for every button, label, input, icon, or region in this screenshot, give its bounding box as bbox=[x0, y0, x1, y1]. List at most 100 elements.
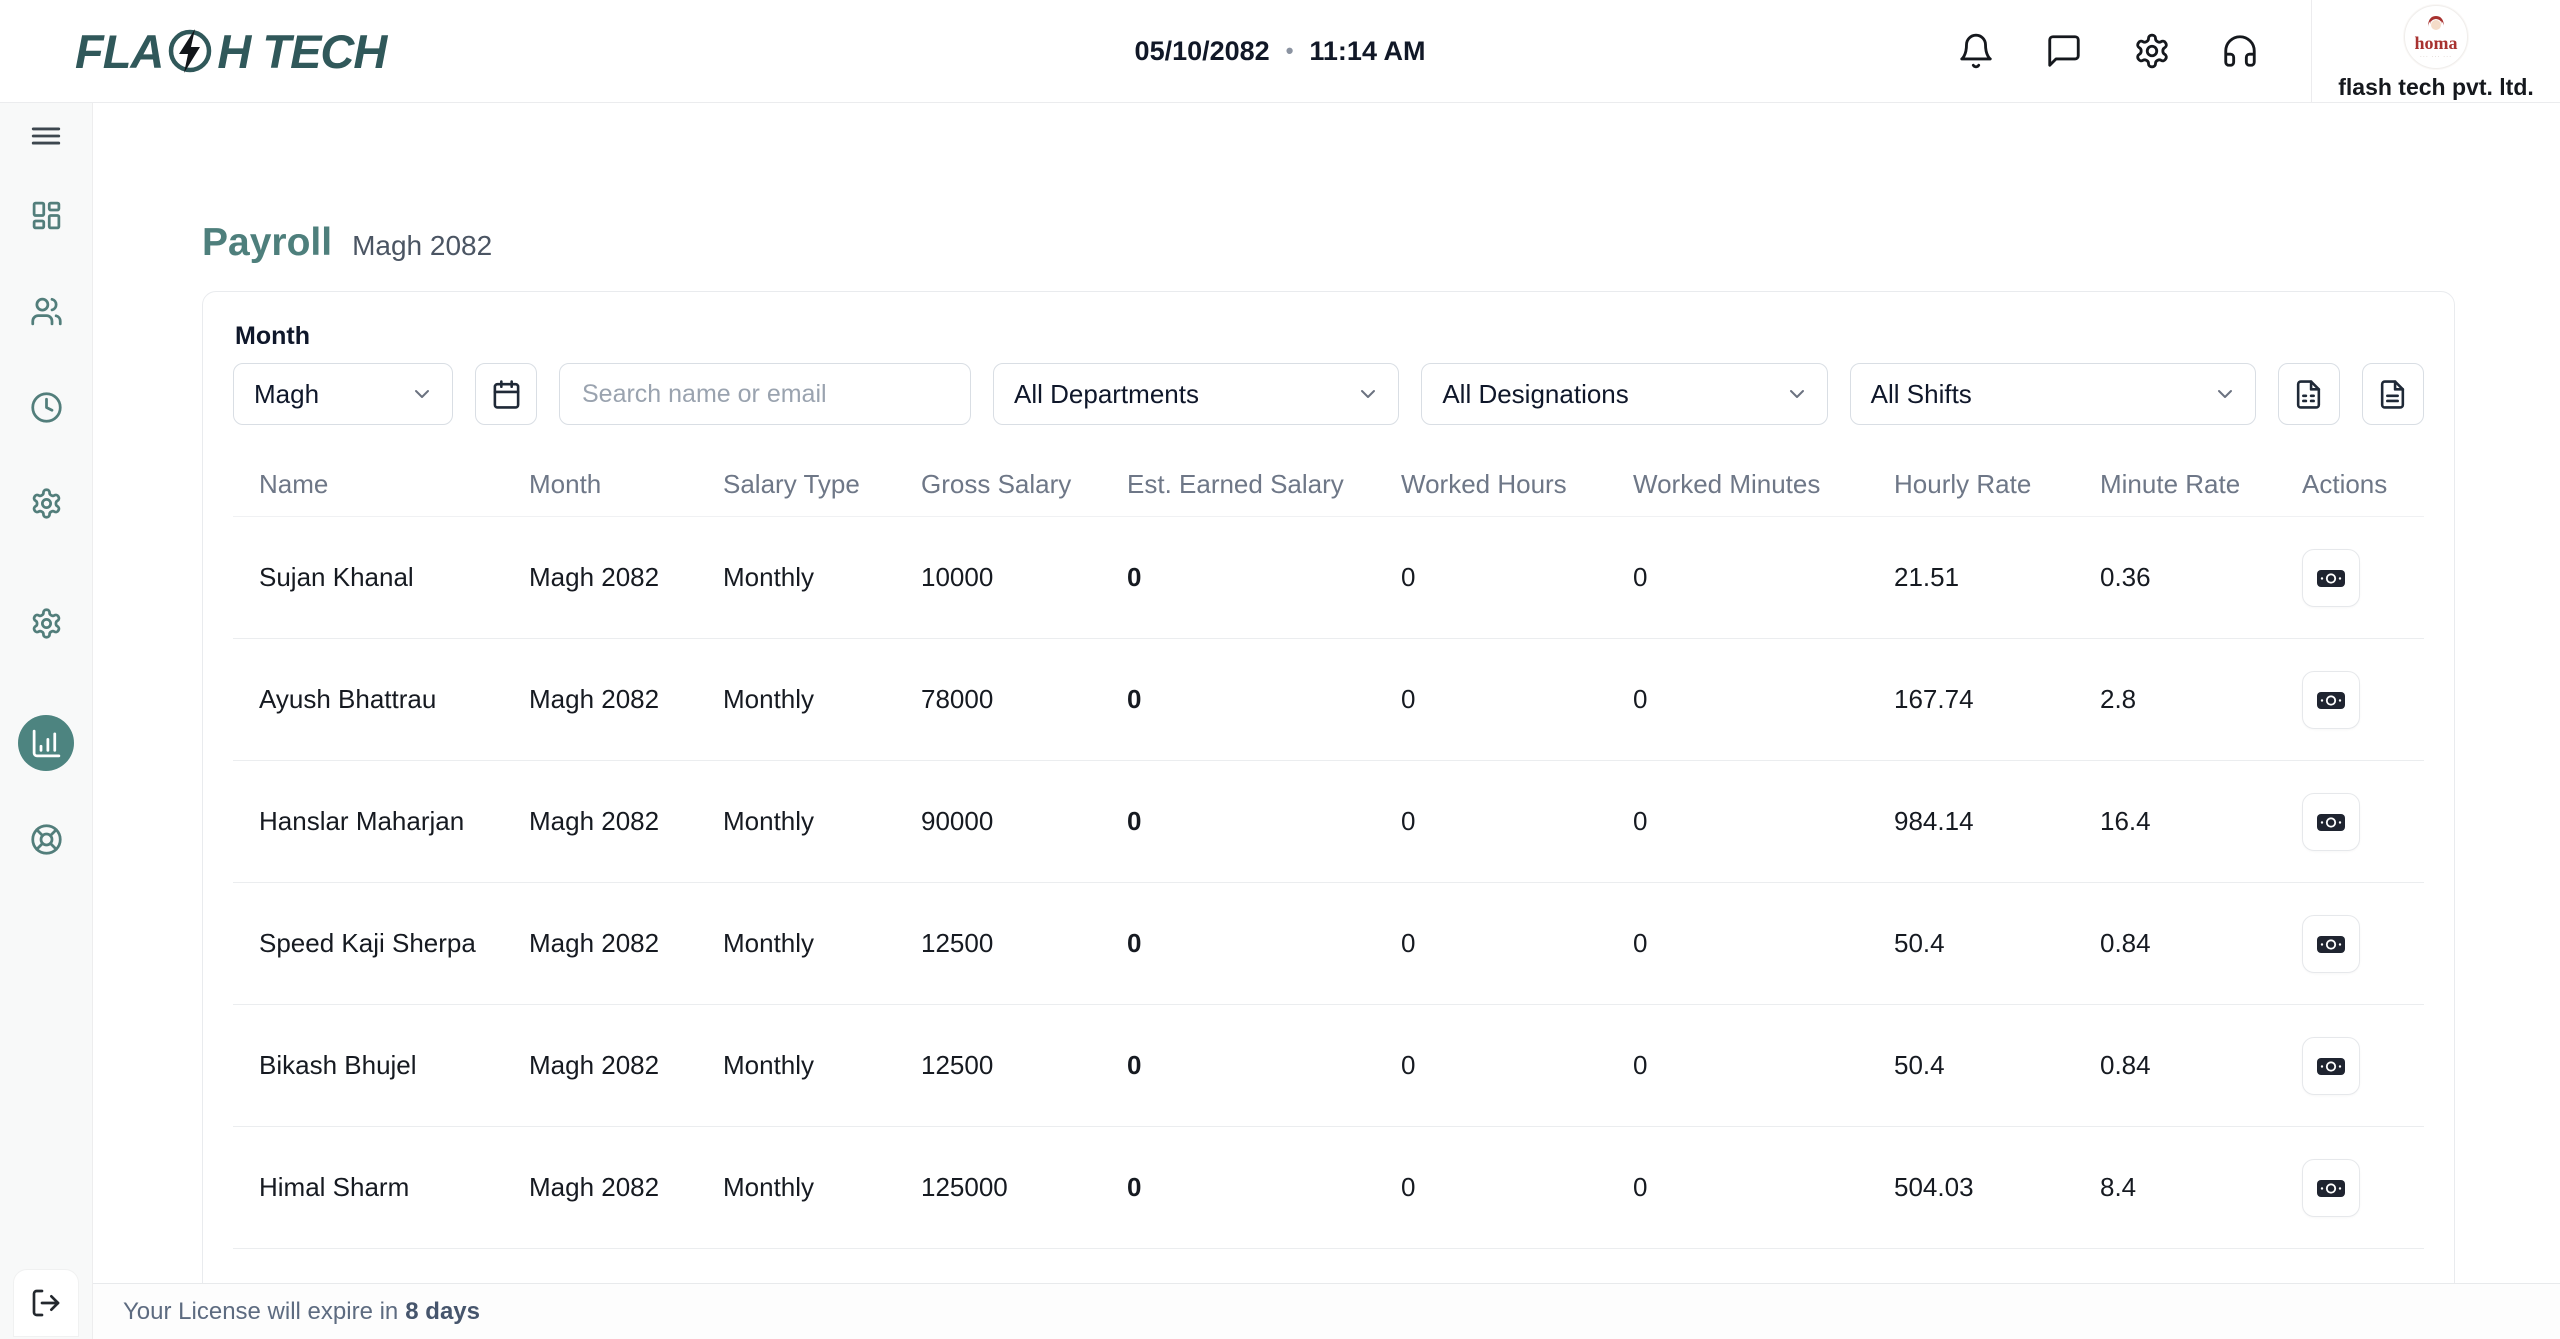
cell-minute-rate: 0.84 bbox=[2100, 928, 2302, 959]
col-actions: Actions bbox=[2302, 469, 2424, 500]
cell-name: Hanslar Maharjan bbox=[259, 806, 529, 837]
chat-icon[interactable] bbox=[2045, 32, 2083, 70]
table-header-row: Name Month Salary Type Gross Salary Est.… bbox=[233, 453, 2424, 517]
cell-hourly-rate: 50.4 bbox=[1894, 1050, 2100, 1081]
calendar-button[interactable] bbox=[475, 363, 537, 425]
cell-month: Magh 2082 bbox=[529, 684, 723, 715]
settings-gear-icon-2[interactable] bbox=[18, 595, 74, 651]
col-minute-rate: Minute Rate bbox=[2100, 469, 2302, 500]
table-row: Ayush Bhattrau Magh 2082 Monthly 78000 0… bbox=[233, 639, 2424, 761]
clock-icon[interactable] bbox=[18, 379, 74, 435]
dashboard-grid-icon[interactable] bbox=[18, 187, 74, 243]
page-title: Payroll bbox=[202, 221, 332, 265]
cell-gross-salary: 12500 bbox=[921, 928, 1127, 959]
col-worked-hours: Worked Hours bbox=[1401, 469, 1633, 500]
export-spreadsheet-button[interactable] bbox=[2278, 363, 2340, 425]
departments-select[interactable]: All Departments bbox=[993, 363, 1399, 425]
search-input[interactable] bbox=[559, 363, 971, 425]
payslip-button[interactable] bbox=[2302, 915, 2360, 973]
departments-select-value: All Departments bbox=[1014, 379, 1199, 410]
col-hourly-rate: Hourly Rate bbox=[1894, 469, 2100, 500]
payslip-button[interactable] bbox=[2302, 1037, 2360, 1095]
hamburger-icon[interactable] bbox=[29, 119, 63, 153]
cell-est-earned-salary: 0 bbox=[1127, 1050, 1401, 1081]
search-box bbox=[559, 363, 971, 425]
designations-select[interactable]: All Designations bbox=[1421, 363, 1827, 425]
sidebar bbox=[0, 103, 93, 1339]
file-text-icon bbox=[2377, 379, 2408, 410]
payslip-button[interactable] bbox=[2302, 549, 2360, 607]
designations-select-value: All Designations bbox=[1442, 379, 1628, 410]
cell-name: Bikash Bhujel bbox=[259, 1050, 529, 1081]
cell-hourly-rate: 167.74 bbox=[1894, 684, 2100, 715]
cell-gross-salary: 90000 bbox=[921, 806, 1127, 837]
headset-icon[interactable] bbox=[2221, 32, 2259, 70]
banknote-icon bbox=[2316, 566, 2346, 590]
lightning-bolt-icon bbox=[166, 27, 214, 75]
cell-name: Sujan Khanal bbox=[259, 562, 529, 593]
cell-name: Ayush Bhattrau bbox=[259, 684, 529, 715]
cell-salary-type: Monthly bbox=[723, 684, 921, 715]
payroll-table: Name Month Salary Type Gross Salary Est.… bbox=[233, 453, 2424, 1283]
company-logo: homa ··· ··· ··· bbox=[2404, 5, 2468, 69]
cell-gross-salary: 12500 bbox=[921, 1050, 1127, 1081]
table-row: Himal Sharm Magh 2082 Monthly 125000 0 0… bbox=[233, 1127, 2424, 1249]
cell-worked-hours: 0 bbox=[1401, 1050, 1633, 1081]
company-block: homa ··· ··· ··· flash tech pvt. ltd. bbox=[2312, 1, 2560, 101]
cell-name: Speed Kaji Sherpa bbox=[259, 928, 529, 959]
cell-salary-type: Monthly bbox=[723, 928, 921, 959]
cell-worked-hours: 0 bbox=[1401, 1172, 1633, 1203]
bell-icon[interactable] bbox=[1957, 32, 1995, 70]
col-est-earned-salary: Est. Earned Salary bbox=[1127, 469, 1401, 500]
top-header: FLA H TECH 05/10/2082 • 11:14 AM bbox=[0, 0, 2560, 103]
users-icon[interactable] bbox=[18, 283, 74, 339]
cell-minute-rate: 0.84 bbox=[2100, 1050, 2302, 1081]
file-spreadsheet-icon bbox=[2293, 379, 2324, 410]
cell-gross-salary: 125000 bbox=[921, 1172, 1127, 1203]
cell-worked-minutes: 0 bbox=[1633, 1172, 1894, 1203]
cell-salary-type: Monthly bbox=[723, 1050, 921, 1081]
month-select[interactable]: Magh bbox=[233, 363, 453, 425]
month-select-value: Magh bbox=[254, 379, 319, 410]
cell-worked-hours: 0 bbox=[1401, 684, 1633, 715]
calendar-icon bbox=[491, 379, 522, 410]
export-document-button[interactable] bbox=[2362, 363, 2424, 425]
table-row: Hanslar Maharjan Magh 2082 Monthly 90000… bbox=[233, 761, 2424, 883]
cell-est-earned-salary: 0 bbox=[1127, 562, 1401, 593]
license-text: Your License will expire in bbox=[123, 1298, 398, 1326]
header-icons bbox=[1905, 32, 2311, 70]
sidebar-nav bbox=[18, 187, 74, 867]
gear-icon[interactable] bbox=[2133, 32, 2171, 70]
banknote-icon bbox=[2316, 1176, 2346, 1200]
header-date: 05/10/2082 bbox=[1135, 36, 1270, 67]
logo-text-pre: FLA bbox=[75, 24, 163, 79]
table-row: Sujan Khanal Magh 2082 Monthly 10000 0 0… bbox=[233, 517, 2424, 639]
cell-worked-minutes: 0 bbox=[1633, 1050, 1894, 1081]
cell-month: Magh 2082 bbox=[529, 928, 723, 959]
payslip-button[interactable] bbox=[2302, 671, 2360, 729]
flash-tech-logo: FLA H TECH bbox=[75, 24, 386, 79]
life-buoy-icon[interactable] bbox=[18, 811, 74, 867]
logout-icon[interactable] bbox=[13, 1269, 79, 1337]
cell-hourly-rate: 21.51 bbox=[1894, 562, 2100, 593]
bar-chart-icon[interactable] bbox=[18, 715, 74, 771]
payroll-card: Month Magh All Departments bbox=[202, 291, 2455, 1283]
banknote-icon bbox=[2316, 688, 2346, 712]
chevron-down-icon bbox=[2213, 382, 2237, 406]
payslip-button[interactable] bbox=[2302, 1159, 2360, 1217]
date-separator-dot: • bbox=[1286, 38, 1294, 64]
cell-est-earned-salary: 0 bbox=[1127, 806, 1401, 837]
payslip-button[interactable] bbox=[2302, 793, 2360, 851]
cell-gross-salary: 10000 bbox=[921, 562, 1127, 593]
table-body: Sujan Khanal Magh 2082 Monthly 10000 0 0… bbox=[233, 517, 2424, 1249]
shifts-select[interactable]: All Shifts bbox=[1850, 363, 2256, 425]
company-name: flash tech pvt. ltd. bbox=[2338, 74, 2534, 101]
homa-face-icon bbox=[2426, 15, 2446, 33]
chevron-down-icon bbox=[1785, 382, 1809, 406]
filter-controls: Magh All Departments All Designa bbox=[233, 363, 2424, 425]
settings-gear-icon[interactable] bbox=[18, 475, 74, 531]
col-salary-type: Salary Type bbox=[723, 469, 921, 500]
cell-worked-minutes: 0 bbox=[1633, 684, 1894, 715]
month-label: Month bbox=[235, 322, 2424, 351]
page-subtitle: Magh 2082 bbox=[352, 230, 492, 262]
